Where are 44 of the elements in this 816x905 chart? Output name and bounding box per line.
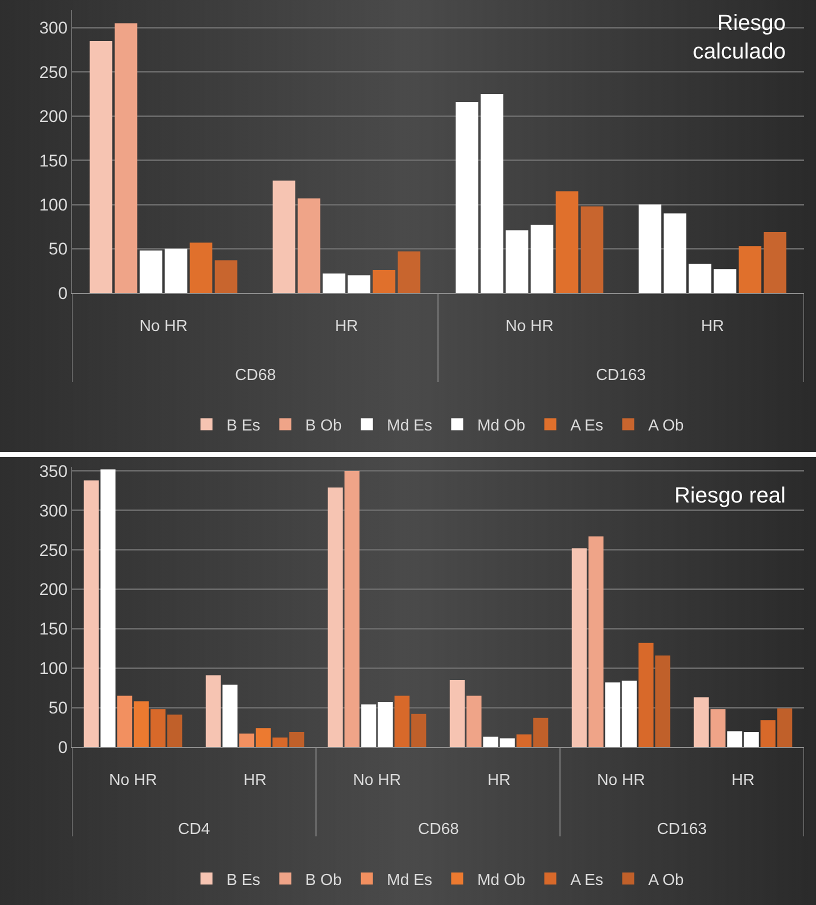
y-tick-label: 150	[39, 151, 68, 170]
x-tick-label: HR	[334, 318, 358, 336]
legend-label: A Ob	[648, 417, 684, 434]
x-tick-label: No HR	[108, 772, 158, 790]
y-tick-label: 150	[39, 620, 68, 639]
x-tick-label: No HR	[352, 772, 402, 790]
text: CD68	[418, 821, 460, 838]
y-tick-label: 50	[48, 240, 68, 259]
text: Riesgo real	[674, 482, 786, 508]
text: CD68	[235, 367, 276, 384]
y-tick-label: 200	[39, 107, 68, 126]
text: CD163	[596, 367, 646, 384]
legend-label: B Ob	[305, 417, 342, 434]
legend-label: Md Es	[386, 872, 432, 889]
y-tick-label: 200	[39, 580, 68, 600]
legend-label: Md Es	[386, 417, 432, 434]
x-tick-label: HR	[700, 318, 724, 336]
x-tick-label: No HR	[505, 318, 554, 336]
y-tick-label: 100	[39, 196, 68, 215]
y-tick-label: 350	[39, 462, 68, 481]
legend-label: B Es	[226, 417, 260, 434]
y-tick-label: 50	[48, 698, 68, 718]
legend-label: A Es	[570, 417, 604, 434]
x-tick-label: HR	[243, 772, 267, 790]
x-tick-label: HR	[487, 772, 511, 790]
text: CD4	[178, 821, 210, 838]
x-tick-label: No HR	[139, 318, 188, 336]
x-tick-label: HR	[731, 772, 755, 790]
legend-label: B Es	[226, 872, 260, 889]
text: Riesgo calculado	[692, 10, 786, 64]
y-tick-label: 250	[39, 62, 68, 82]
y-tick-label: 300	[39, 18, 68, 38]
legend-label: Md Ob	[477, 872, 526, 889]
y-tick-label: 300	[39, 501, 68, 520]
x-tick-label: No HR	[596, 772, 646, 790]
legend-label: A Ob	[648, 872, 684, 889]
y-tick-label: 100	[39, 659, 68, 678]
text: CD163	[657, 821, 707, 838]
y-tick-label: 250	[39, 540, 68, 560]
legend-label: B Ob	[305, 872, 342, 889]
legend-label: A Es	[570, 872, 604, 889]
legend-label: Md Ob	[477, 417, 526, 434]
y-tick-label: 0	[58, 284, 68, 303]
y-tick-label: 0	[58, 738, 68, 757]
